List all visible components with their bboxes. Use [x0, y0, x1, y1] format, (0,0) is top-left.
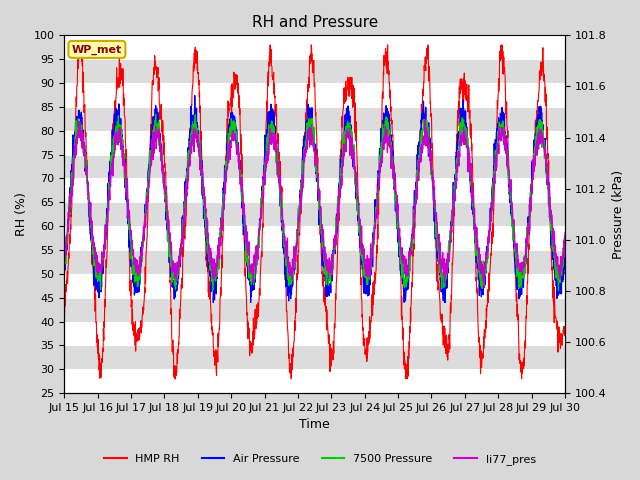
Text: WP_met: WP_met — [72, 44, 122, 55]
Bar — [64, 298, 565, 322]
Bar — [64, 369, 565, 393]
Bar — [64, 36, 565, 59]
Bar — [64, 202, 565, 226]
X-axis label: Time: Time — [300, 419, 330, 432]
Y-axis label: Pressure (kPa): Pressure (kPa) — [612, 169, 625, 259]
Legend: HMP RH, Air Pressure, 7500 Pressure, li77_pres: HMP RH, Air Pressure, 7500 Pressure, li7… — [100, 450, 540, 469]
Bar — [64, 83, 565, 107]
Y-axis label: RH (%): RH (%) — [15, 192, 28, 236]
Bar — [64, 226, 565, 250]
Title: RH and Pressure: RH and Pressure — [252, 15, 378, 30]
Bar — [64, 107, 565, 131]
Bar — [64, 59, 565, 83]
Bar — [64, 179, 565, 202]
Bar — [64, 155, 565, 179]
Bar — [64, 250, 565, 274]
Bar — [64, 322, 565, 346]
Bar — [64, 274, 565, 298]
Bar — [64, 346, 565, 369]
Bar — [64, 131, 565, 155]
